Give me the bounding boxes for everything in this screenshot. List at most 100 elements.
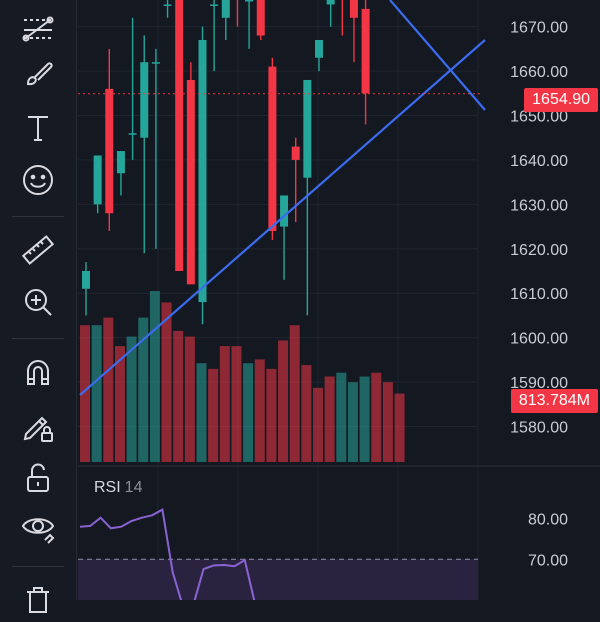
brush-tool-button[interactable] (14, 54, 62, 98)
volume-bar (266, 368, 277, 462)
volume-bar (91, 325, 102, 462)
candle-body (82, 270, 90, 289)
text-tool-icon (20, 110, 56, 151)
trend-line-support (79, 39, 486, 396)
price-axis-label: 1610.00 (510, 286, 568, 303)
candle-body (116, 151, 125, 174)
drawing-toolbar (0, 0, 77, 613)
price-chart[interactable]: 1670.00 1660.00 1650.00 1640.00 1630.00 1620.… (78, 0, 600, 600)
candle-body (280, 195, 289, 227)
volume-bar (278, 340, 289, 462)
volume-bar (80, 325, 90, 462)
volume-bar (336, 372, 347, 462)
rsi-axis-label: 70.00 (528, 552, 568, 569)
volume-bar (196, 363, 207, 462)
volume-bar (231, 346, 242, 462)
volume-bar (243, 363, 254, 462)
candle-body (303, 79, 312, 178)
candle-body (361, 8, 370, 94)
trend-lines (78, 0, 486, 396)
candlestick-series (82, 0, 370, 325)
candle-body (140, 62, 149, 138)
magnet-button[interactable] (14, 352, 62, 396)
volume-bar (208, 368, 219, 462)
volume-bar (359, 376, 370, 462)
price-axis-label: 1670.00 (510, 20, 568, 37)
chart-grid (78, 0, 479, 600)
volume-bar (371, 372, 382, 462)
volume-bar (114, 346, 125, 462)
volume-bar (324, 376, 335, 462)
volume-bar (313, 387, 323, 462)
lock-drawing-button[interactable] (14, 406, 62, 450)
rsi-length: 14 (124, 479, 143, 496)
volume-bar (347, 382, 358, 462)
rsi-band (78, 559, 478, 600)
price-axis-label: 1640.00 (510, 153, 568, 170)
emoji-tool-button[interactable] (14, 160, 62, 204)
candle-body (256, 0, 265, 36)
volume-bar (138, 317, 149, 462)
price-axis-label: 1600.00 (510, 331, 568, 348)
emoji-tool-icon (20, 162, 56, 203)
volume-bar (219, 346, 230, 462)
candle-body (163, 4, 172, 6)
delete-drawings-button[interactable] (14, 578, 62, 622)
candle-body (151, 62, 160, 64)
candle-body (291, 146, 300, 160)
rsi-name: RSI (94, 479, 121, 496)
candle-body (128, 133, 137, 135)
volume-bar (149, 291, 160, 462)
unlock-button[interactable] (14, 458, 62, 502)
trend-line-tool-icon (20, 10, 56, 51)
toolbar-divider (12, 566, 64, 567)
candle-body (221, 0, 230, 18)
volume-bar (161, 302, 172, 462)
trend-line-tool-button[interactable] (14, 8, 62, 52)
toolbar-divider (12, 338, 64, 339)
volume-value-tag: 813.784M (510, 389, 598, 413)
ruler-tool-button[interactable] (14, 230, 62, 274)
volume-bars (80, 291, 405, 462)
volume-bar (394, 393, 405, 462)
candle-body (186, 79, 195, 285)
volume-bar (254, 359, 265, 462)
eye-visibility-icon (20, 508, 56, 549)
price-axis-label: 1620.00 (510, 242, 568, 259)
volume-bar (301, 365, 312, 462)
candle-body (315, 39, 323, 58)
price-axis-label: 1660.00 (510, 64, 568, 81)
candle-body (268, 66, 277, 231)
zoom-in-button[interactable] (14, 282, 62, 326)
volume-bar (126, 336, 137, 462)
candle-body (326, 0, 335, 5)
trend-line-resistance (389, 0, 486, 111)
candle-body (93, 155, 102, 205)
price-axis: 1670.00 1660.00 1650.00 1640.00 1630.00 1620.… (510, 20, 568, 437)
volume-bar (173, 330, 184, 462)
rsi-line (79, 508, 256, 600)
candle-body (210, 4, 219, 6)
trash-icon (20, 580, 56, 621)
zoom-in-icon (20, 284, 56, 325)
volume-bar (382, 382, 393, 462)
volume-bar (184, 336, 195, 462)
unlock-icon (20, 460, 56, 501)
price-axis-label: 1580.00 (510, 419, 568, 436)
ruler-measure-icon (20, 232, 56, 273)
rsi-title: RSI 14 (94, 479, 142, 497)
chart-area[interactable]: 1670.00 1660.00 1650.00 1640.00 1630.00 1620.… (78, 0, 600, 600)
candle-body (175, 0, 184, 271)
magnet-icon (20, 354, 56, 395)
volume-bar (289, 325, 300, 462)
price-axis-label: 1650.00 (510, 109, 568, 126)
text-tool-button[interactable] (14, 108, 62, 152)
visibility-button[interactable] (14, 506, 62, 550)
rsi-pane: 80.00 70.00 (78, 465, 600, 600)
price-axis-label: 1630.00 (510, 197, 568, 214)
candle-body (349, 0, 358, 18)
candle-body (105, 88, 114, 214)
brush-tool-icon (20, 56, 56, 97)
candle-body (245, 0, 254, 2)
candle-body (198, 39, 207, 303)
